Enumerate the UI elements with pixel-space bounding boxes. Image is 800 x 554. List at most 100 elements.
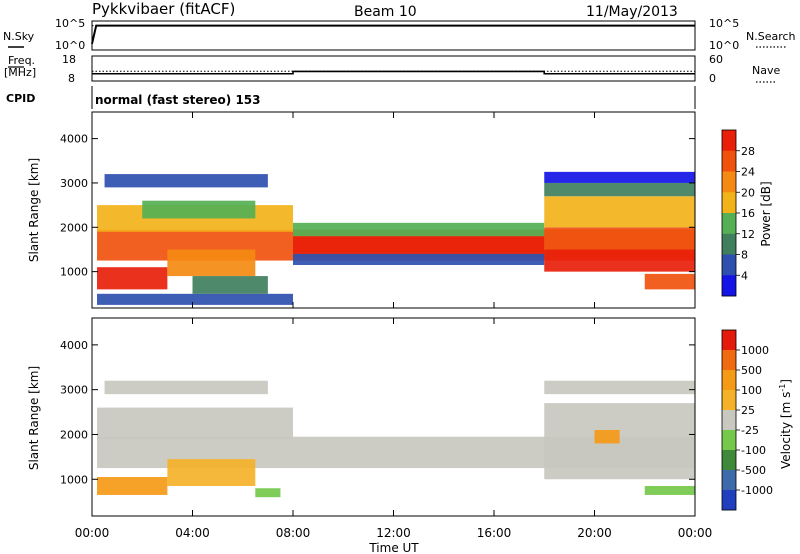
power-region	[192, 276, 268, 294]
time-xlabel: Time UT	[368, 541, 419, 554]
nsearch-label: N.Search	[746, 30, 796, 43]
time-tick-label: 00:00	[678, 526, 713, 540]
time-tick-label: 20:00	[577, 526, 612, 540]
nave-tick-top: 60	[709, 53, 723, 66]
station-title: Pykkvibaer (fitACF)	[92, 0, 235, 18]
power-region	[142, 200, 256, 219]
power-colorbar-label: Power [dB]	[759, 181, 773, 246]
power-colorbar-swatch	[722, 171, 736, 193]
power-colorbar-swatch	[722, 130, 736, 152]
velocity-colorbar-swatch	[722, 490, 736, 511]
power-colorbar-swatch	[722, 254, 736, 276]
power-ylabel: Slant Range [km]	[27, 158, 41, 262]
velocity-colorbar-tick-label: -25	[741, 424, 759, 437]
power-colorbar-tick-label: 4	[741, 269, 748, 282]
noise-panel: N.Sky 10^5 10^0 10^5 10^0 N.Search	[3, 17, 796, 52]
time-tick-label: 08:00	[276, 526, 311, 540]
power-region	[293, 236, 545, 254]
velocity-label-tail: ]	[779, 379, 793, 384]
velocity-region	[104, 380, 268, 395]
power-colorbar-tick-label: 12	[741, 228, 755, 241]
power-region	[104, 174, 268, 188]
time-tick-label: 16:00	[477, 526, 512, 540]
power-colorbar-tick-label: 8	[741, 249, 748, 262]
velocity-colorbar-tick-label: -500	[741, 464, 766, 477]
power-region	[544, 182, 695, 197]
power-region	[293, 222, 545, 237]
frequency-panel-frame	[91, 55, 696, 82]
velocity-region	[544, 380, 695, 395]
power-region	[544, 227, 695, 250]
velocity-colorbar-swatch	[722, 330, 736, 351]
velocity-region	[644, 485, 695, 495]
power-colorbar-tick-label: 24	[741, 166, 755, 179]
velocity-ytick-label: 4000	[60, 339, 88, 352]
nave-tick-bottom: 0	[709, 72, 716, 85]
power-ytick-label: 1000	[60, 266, 88, 279]
power-colorbar-tick-label: 20	[741, 186, 755, 199]
velocity-colorbar-swatch	[722, 350, 736, 371]
velocity-region	[97, 407, 294, 439]
power-colorbar-swatch	[722, 150, 736, 172]
noise-panel-frame	[91, 20, 696, 51]
freq-tick-top: 18	[62, 53, 76, 66]
power-ytick-label: 3000	[60, 177, 88, 190]
frequency-panel: Freq. [MHz] 18 8 60 0 Nave	[4, 53, 780, 85]
nave-label: Nave	[752, 64, 780, 77]
power-ytick-label: 2000	[60, 221, 88, 234]
velocity-ytick-label: 2000	[60, 428, 88, 441]
power-ytick-label: 4000	[60, 133, 88, 146]
time-tick-label: 00:00	[75, 526, 110, 540]
nsky-series-line	[91, 24, 695, 45]
velocity-colorbar-tick-label: 500	[741, 364, 762, 377]
velocity-colorbar-label-text: Velocity [m s	[779, 392, 793, 469]
date-title: 11/May/2013	[586, 4, 678, 20]
power-colorbar-tick-label: 28	[741, 145, 755, 158]
power-region	[167, 249, 256, 277]
power-panel: 1000 2000 3000 4000 Slant Range [km] 4 8 12 16…	[27, 111, 773, 309]
time-tick-label: 12:00	[376, 526, 411, 540]
noise-tick-bottom: 10^0	[55, 39, 85, 52]
velocity-ylabel: Slant Range [km]	[27, 366, 41, 470]
velocity-colorbar-swatch	[722, 370, 736, 391]
velocity-colorbar-tick-label: -100	[741, 444, 766, 457]
velocity-region	[594, 429, 620, 444]
velocity-colorbar-swatch	[722, 470, 736, 491]
power-region	[544, 171, 695, 183]
velocity-colorbar-tick-label: -1000	[741, 484, 773, 497]
velocity-colorbar-swatch	[722, 410, 736, 431]
velocity-colorbar-swatch	[722, 390, 736, 411]
velocity-colorbar-swatch	[722, 450, 736, 471]
velocity-colorbar-swatch	[722, 430, 736, 451]
time-tick-label: 04:00	[175, 526, 210, 540]
velocity-ytick-label: 1000	[60, 473, 88, 486]
beam-title: Beam 10	[354, 4, 417, 20]
velocity-panel: 1000 2000 3000 4000 Slant Range [km] 1000 50…	[27, 317, 793, 554]
nsky-label: N.Sky	[3, 30, 35, 43]
power-region	[644, 273, 695, 290]
velocity-region	[255, 488, 281, 498]
power-region	[544, 249, 695, 272]
velocity-region	[97, 477, 168, 495]
power-colorbar-tick-label: 16	[741, 207, 755, 220]
freq-label-line2: [MHz]	[4, 66, 36, 79]
velocity-colorbar-frame	[721, 329, 737, 511]
velocity-label-superscript: -1	[778, 384, 787, 392]
velocity-region	[167, 459, 256, 486]
power-region	[97, 267, 168, 290]
power-region	[293, 253, 545, 265]
power-colorbar-swatch	[722, 213, 736, 235]
power-region	[97, 293, 294, 305]
freq-tick-bottom: 8	[68, 72, 75, 85]
velocity-colorbar-label: Velocity [m s-1]	[778, 379, 793, 469]
cpid-text: normal (fast stereo) 153	[95, 93, 261, 107]
power-colorbar-swatch	[722, 192, 736, 214]
noise-tick-top-right: 10^5	[709, 17, 739, 30]
noise-tick-top: 10^5	[55, 17, 85, 30]
velocity-ytick-label: 3000	[60, 384, 88, 397]
velocity-colorbar-tick-label: 100	[741, 384, 762, 397]
noise-tick-bottom-right: 10^0	[709, 39, 739, 52]
power-colorbar-swatch	[722, 233, 736, 255]
freq-label-line1: Freq.	[8, 54, 35, 67]
